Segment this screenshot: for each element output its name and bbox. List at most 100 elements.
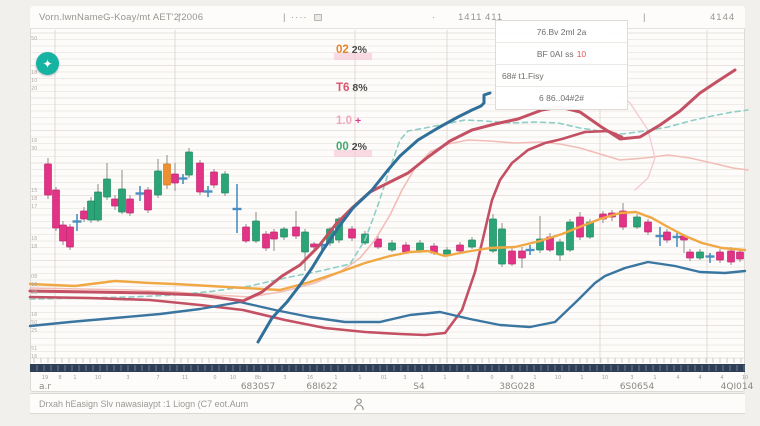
toolbar-separator: | <box>643 12 646 23</box>
indicator-label: 02 2% <box>334 40 372 60</box>
toolbar: Vorn.lwnNameG-Koay/mt AET'2'2006 | | ···… <box>30 6 745 29</box>
panel-icon[interactable] <box>314 14 322 21</box>
quote-panel: 76.Bv 2ml 2a BF 0AI ss 10 68# t1.Fisy 6 8… <box>495 20 628 110</box>
status-text: Drxah hEasign Slv nawasiaypt :1 Liogn (C… <box>39 399 249 409</box>
user-icon[interactable] <box>353 398 365 411</box>
candlestick <box>566 219 574 252</box>
candlestick <box>727 247 735 265</box>
candlestick <box>280 227 288 240</box>
line-ema-crimson-fast <box>28 68 737 303</box>
svg-text:1: 1 <box>533 375 536 381</box>
quote-row: 6 86..04#2# <box>539 93 584 103</box>
svg-text:0: 0 <box>490 375 493 381</box>
candlestick <box>118 170 126 214</box>
candlestick <box>80 207 88 222</box>
candlestick <box>644 219 652 235</box>
candlestick <box>52 187 60 231</box>
candlestick <box>525 245 535 255</box>
quote-row: 76.Bv 2ml 2a <box>496 21 627 43</box>
candlestick <box>66 224 74 250</box>
candlestick <box>663 229 671 243</box>
svg-text:3: 3 <box>403 375 406 381</box>
candlestick <box>498 223 506 267</box>
svg-text:01: 01 <box>381 375 387 381</box>
svg-text:4: 4 <box>698 375 701 381</box>
candlestick <box>178 174 188 184</box>
svg-text:17: 17 <box>31 204 37 210</box>
quote-row: BF 0AI ss 10 <box>496 43 627 65</box>
svg-text:8: 8 <box>58 375 61 381</box>
svg-text:16: 16 <box>31 354 37 360</box>
svg-text:18: 18 <box>31 196 37 202</box>
candlestick <box>72 214 82 231</box>
svg-text:1: 1 <box>334 375 337 381</box>
stat-faint: 4144 <box>710 12 736 23</box>
candlestick <box>203 186 213 197</box>
stat-yellow: 1411 <box>458 12 483 23</box>
svg-text:4QI014: 4QI014 <box>721 382 754 392</box>
candlestick <box>619 203 627 230</box>
symbol-title: Vorn.lwnNameG-Koay/mt AET'2'2006 <box>39 12 204 23</box>
x-axis[interactable] <box>30 358 745 372</box>
svg-text:6S0654: 6S0654 <box>620 382 655 392</box>
candlestick <box>388 240 396 252</box>
candlestick <box>374 236 382 249</box>
svg-text:20: 20 <box>31 86 37 92</box>
candlestick <box>716 249 724 263</box>
overlay-lines <box>28 32 749 344</box>
candlestick <box>135 186 145 201</box>
candlestick <box>655 227 665 246</box>
svg-text:16: 16 <box>307 375 313 381</box>
toolbar-separator: | <box>178 12 181 23</box>
svg-text:a.r: a.r <box>39 382 51 392</box>
line-ma-blue-steep <box>256 91 492 344</box>
candlestick <box>301 229 309 271</box>
quote-row: 68# t1.Fisy <box>496 65 627 87</box>
svg-text:19: 19 <box>42 375 48 381</box>
candlestick <box>87 197 95 223</box>
candlestick <box>103 163 111 200</box>
candlestick <box>518 247 526 268</box>
svg-text:11: 11 <box>182 375 188 381</box>
candlestick <box>468 237 476 249</box>
svg-text:S4: S4 <box>413 382 425 392</box>
candlestick <box>94 184 102 222</box>
svg-text:8: 8 <box>510 375 513 381</box>
svg-text:8: 8 <box>466 375 469 381</box>
svg-text:16: 16 <box>31 138 37 144</box>
candlestick <box>456 242 464 253</box>
svg-text:10: 10 <box>95 375 101 381</box>
plus-icon: ✦ <box>42 56 53 71</box>
candlestick <box>144 187 152 213</box>
candlestick <box>111 195 119 210</box>
toolbar-dot: · <box>432 12 436 23</box>
more-menu-icon[interactable]: ···· <box>291 12 308 23</box>
candlestick <box>44 158 52 199</box>
svg-text:15: 15 <box>31 188 37 194</box>
svg-text:10: 10 <box>742 375 748 381</box>
candlestick <box>185 148 193 178</box>
svg-text:1: 1 <box>443 375 446 381</box>
candlestick <box>171 163 179 191</box>
toolbar-separator: | <box>283 12 286 23</box>
svg-text:50: 50 <box>31 36 37 42</box>
candlestick <box>696 249 704 260</box>
svg-text:30: 30 <box>31 146 37 152</box>
svg-text:08: 08 <box>31 274 37 280</box>
svg-text:16: 16 <box>31 236 37 242</box>
add-button[interactable]: ✦ <box>36 52 59 75</box>
svg-text:18: 18 <box>31 244 37 250</box>
svg-text:1: 1 <box>358 375 361 381</box>
svg-text:1: 1 <box>420 375 423 381</box>
svg-text:6830S7: 6830S7 <box>241 382 275 392</box>
svg-text:16: 16 <box>31 312 37 318</box>
candlestick <box>59 221 67 245</box>
svg-text:10: 10 <box>31 78 37 84</box>
svg-text:68I622: 68I622 <box>306 382 337 392</box>
candlestick <box>242 224 250 243</box>
indicator-label: T6 8% <box>336 82 368 94</box>
candlestick <box>633 214 641 229</box>
svg-text:4: 4 <box>720 375 723 381</box>
